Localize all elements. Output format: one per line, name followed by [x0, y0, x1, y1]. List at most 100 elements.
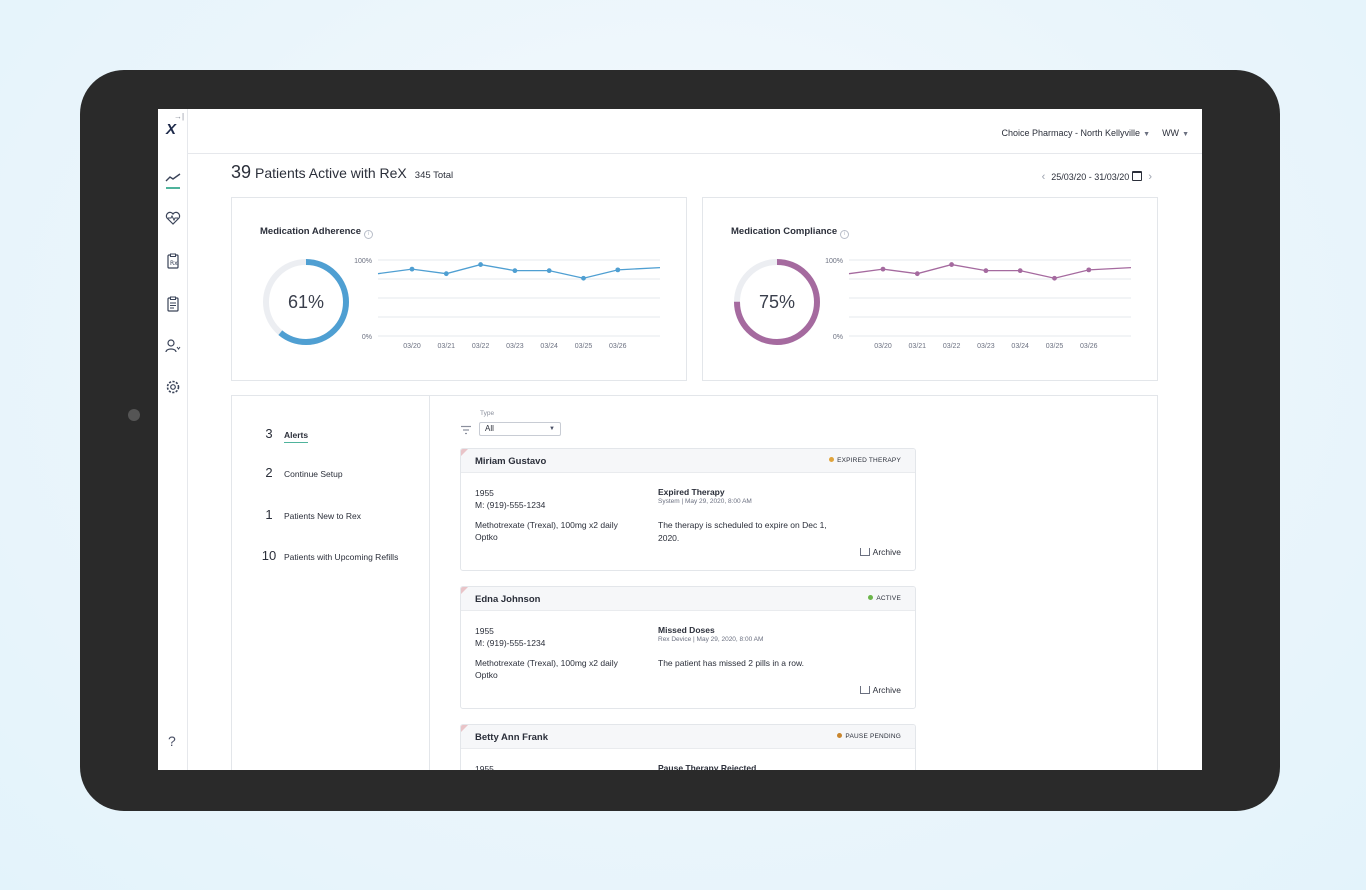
type-filter-label: Type [480, 410, 495, 417]
data-point [478, 262, 483, 267]
adherence-card: Medication Adherence i 61% 100% 0% 03/20 03/… [231, 197, 687, 381]
alert-details: Pause Therapy Rejected [658, 763, 843, 770]
list-menu: 3 Alerts 2 Continue Setup 1 Patients New to… [232, 396, 430, 770]
clipboard-icon[interactable] [165, 296, 181, 312]
x-tick-label: 03/20 [403, 343, 421, 350]
compliance-value: 75% [758, 292, 796, 312]
compliance-card: Medication Compliance i 75% 100% 0% 03/20 03… [702, 197, 1158, 381]
patient-download-icon[interactable] [165, 338, 181, 354]
total-patients: 345 Total [414, 170, 454, 181]
patient-lists-panel: 3 Alerts 2 Continue Setup 1 Patients New to… [231, 395, 1158, 770]
chevron-down-icon: ▼ [549, 426, 555, 432]
alert-meta: System | May 29, 2020, 8:00 AM [658, 498, 752, 505]
adherence-line-chart: 100% 0% 03/20 03/21 03/22 03/23 03/24 03/25 03/2… [354, 258, 661, 350]
data-point [1052, 275, 1057, 281]
patient-details: 1955 M: (919)-555-1234 Methotrexate (Trex… [475, 626, 618, 680]
trend-icon[interactable] [165, 170, 181, 186]
info-icon[interactable]: i [840, 230, 850, 239]
patient-name[interactable]: Betty Ann Frank [475, 732, 549, 743]
date-range-value[interactable]: 25/03/20 - 31/03/20 [1051, 172, 1130, 182]
status-badge: ACTIVE [868, 595, 901, 602]
x-tick-label: 03/21 [909, 343, 927, 350]
heartbeat-icon[interactable] [165, 210, 181, 226]
data-point [1086, 267, 1092, 273]
title-label: Patients Active with ReX [255, 165, 407, 181]
type-select[interactable]: All ▼ [479, 422, 561, 436]
archive-button[interactable]: Archive [859, 685, 901, 695]
data-point [443, 271, 449, 277]
x-tick-label: 03/22 [943, 343, 961, 350]
status-badge: PAUSE PENDING [837, 733, 901, 740]
compliance-donut [734, 259, 820, 345]
app-screen: →| X Rx ? [158, 109, 1202, 770]
top-bar: Choice Pharmacy - North Kellyville ▼ WW ▼ [188, 109, 1202, 154]
data-point [949, 262, 954, 267]
alert-type: Missed Doses [658, 625, 715, 635]
date-range-picker: ‹ 25/03/20 - 31/03/20 › [1036, 171, 1158, 183]
status-dot [829, 457, 835, 462]
data-point [914, 271, 920, 277]
x-tick-label: 03/21 [438, 343, 456, 350]
pharmacy-selector[interactable]: Choice Pharmacy - North Kellyville ▼ [1002, 128, 1150, 138]
info-icon[interactable]: i [364, 230, 374, 239]
user-initials: WW [1162, 128, 1180, 138]
alert-details: Missed Doses Rex Device | May 29, 2020, … [658, 625, 843, 670]
x-tick-label: 03/26 [609, 343, 627, 350]
x-tick-label: 03/26 [1080, 343, 1098, 350]
menu-item-new-patients[interactable]: 1 Patients New to Rex [265, 507, 362, 522]
alert-card[interactable]: Betty Ann Frank PAUSE PENDING 1955 Pause… [460, 724, 916, 770]
tablet-frame: →| X Rx ? [80, 70, 1280, 811]
data-point [880, 266, 886, 272]
gear-icon[interactable] [165, 379, 181, 395]
patient-details: 1955 M: (919)-555-1234 Methotrexate (Trex… [475, 488, 618, 542]
help-icon[interactable]: ? [168, 733, 176, 749]
adherence-value: 61% [287, 292, 325, 312]
data-point [512, 268, 518, 274]
y-tick-label: 100% [825, 258, 843, 265]
camera [128, 409, 140, 421]
menu-item-upcoming-refills[interactable]: 10 Patients with Upcoming Refills [261, 548, 399, 563]
alert-header: Betty Ann Frank PAUSE PENDING [461, 725, 915, 749]
alert-header: Miriam Gustavo EXPIRED THERAPY [461, 449, 915, 473]
adherence-title: Medication Adherence i [260, 226, 374, 239]
adherence-donut-arc [263, 259, 349, 345]
svg-text:Rx: Rx [170, 260, 178, 267]
user-menu[interactable]: WW ▼ [1162, 128, 1189, 138]
alert-card[interactable]: Edna Johnson ACTIVE 1955 M: (919)-555-123… [460, 586, 916, 709]
x-tick-label: 03/24 [540, 343, 558, 350]
compliance-donut-arc [734, 259, 820, 345]
calendar-icon[interactable] [1132, 171, 1143, 181]
x-tick-label: 03/24 [1011, 343, 1029, 350]
compliance-line-chart: 100% 0% 03/20 03/21 03/22 03/23 03/24 03/25 03/2… [825, 258, 1132, 350]
alert-type: Expired Therapy [658, 487, 725, 497]
filter-icon[interactable] [460, 425, 472, 435]
sidebar: →| X Rx ? [158, 109, 188, 770]
chevron-left-icon[interactable]: ‹ [1041, 171, 1046, 183]
x-tick-label: 03/23 [506, 343, 524, 350]
alert-header: Edna Johnson ACTIVE [461, 587, 915, 611]
chevron-down-icon: ▼ [1143, 131, 1150, 138]
archive-button[interactable]: Archive [859, 547, 901, 557]
patient-name[interactable]: Edna Johnson [475, 594, 541, 605]
x-tick-label: 03/22 [472, 343, 490, 350]
menu-item-continue-setup[interactable]: 2 Continue Setup [265, 465, 343, 480]
collapse-sidebar-icon[interactable]: →| [174, 112, 185, 121]
patient-details: 1955 [475, 764, 494, 770]
prescription-icon[interactable]: Rx [165, 253, 181, 269]
status-dot [868, 595, 874, 600]
y-tick-label: 0% [362, 334, 372, 341]
pharmacy-name: Choice Pharmacy - North Kellyville [1001, 128, 1141, 138]
data-point [546, 268, 552, 274]
x-tick-label: 03/25 [1046, 343, 1064, 350]
app-logo[interactable]: X [166, 121, 177, 138]
active-patient-count: 39 [231, 162, 252, 182]
status-dot [837, 733, 843, 738]
alert-details: Expired Therapy System | May 29, 2020, 8… [658, 487, 843, 545]
alert-card[interactable]: Miriam Gustavo EXPIRED THERAPY 1955 M: (9… [460, 448, 916, 571]
data-point [615, 267, 621, 273]
page-title: 39 Patients Active with ReX 345 Total [231, 162, 453, 186]
archive-icon [859, 686, 870, 694]
menu-item-alerts[interactable]: 3 Alerts [265, 426, 309, 443]
chevron-right-icon[interactable]: › [1148, 171, 1152, 183]
patient-name[interactable]: Miriam Gustavo [475, 456, 547, 467]
